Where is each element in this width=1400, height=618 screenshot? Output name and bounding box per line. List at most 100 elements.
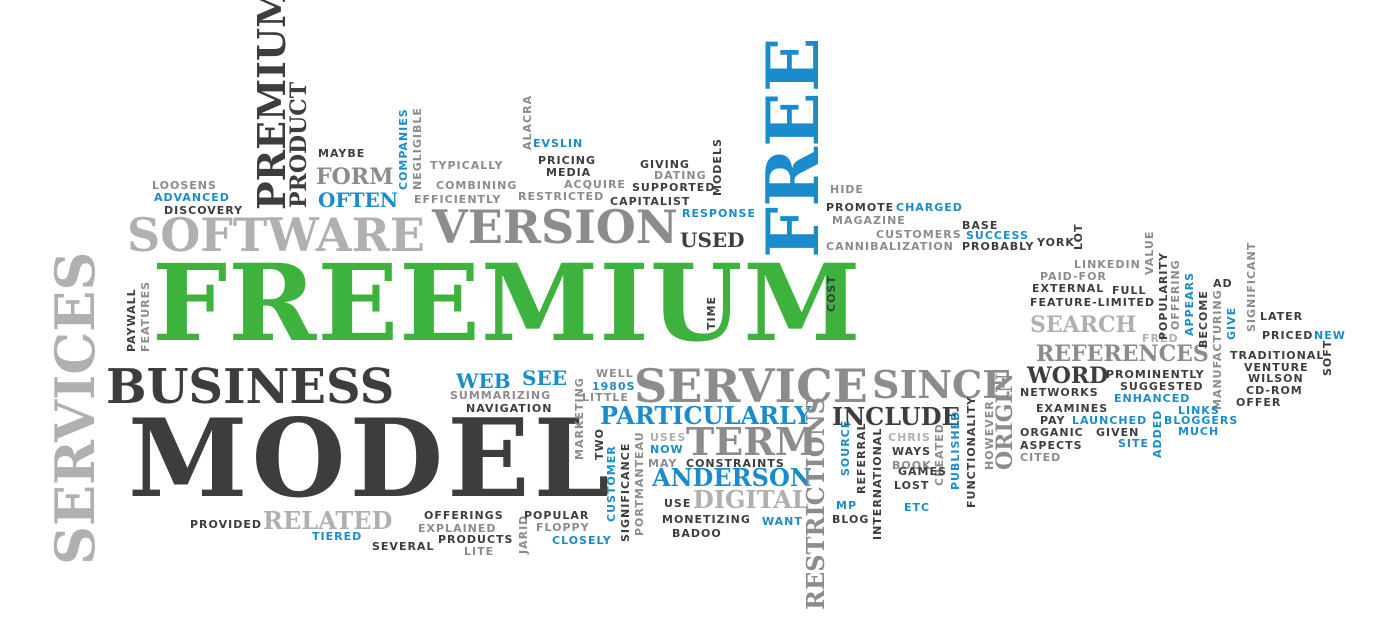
word-service: SERVICE [634, 359, 868, 413]
word-bloggers: BLOGGERS [1164, 414, 1239, 427]
word-related: RELATED [263, 506, 393, 535]
word-launched: LAUNCHED [1072, 414, 1148, 427]
word-manufacturing: MANUFACTURING [1211, 289, 1224, 410]
word-published: PUBLISHED [949, 410, 962, 490]
word-well: WELL [596, 367, 634, 380]
word-traditional: TRADITIONAL [1230, 349, 1325, 362]
word-origin: ORIGIN [992, 373, 1018, 470]
word-loosens: LOOSENS [152, 179, 217, 192]
word-tiered: TIERED [312, 530, 363, 543]
word-games-visible: GAMES [898, 465, 947, 478]
word-references: REFERENCES [1036, 341, 1209, 367]
word-added: ADDED [1151, 409, 1164, 458]
word-cannibalization: CANNIBALIZATION [826, 240, 954, 253]
word-acquire: ACQUIRE [564, 178, 626, 191]
word-used: USED [680, 228, 745, 252]
word-fred: FRED [1142, 332, 1179, 345]
word-enhanced: ENHANCED [1114, 392, 1191, 405]
word-chris: CHRIS [888, 431, 931, 444]
word-summarizing: SUMMARIZING [450, 389, 552, 402]
word-restricted: RESTRICTED [518, 190, 605, 203]
word-alacra: ALACRA [521, 94, 534, 150]
word-cited: CITED [1020, 451, 1062, 464]
word-software: SOFTWARE [127, 208, 425, 262]
word-offerings: OFFERINGS [424, 509, 504, 522]
word-charged: CHARGED [896, 201, 963, 214]
word-explained: EXPLAINED [418, 522, 497, 535]
word-popularity: POPULARITY [1157, 252, 1170, 340]
word-ways: WAYS [892, 445, 931, 458]
word-discovery: DISCOVERY [164, 204, 244, 217]
word-search: SEARCH [1030, 312, 1137, 338]
word-feature-limited: FEATURE-LIMITED [1030, 296, 1155, 309]
word-suggested: SUGGESTED [1120, 380, 1204, 393]
word-model: MODEL [128, 396, 614, 522]
word-product: PRODUCT [286, 81, 312, 208]
word-typically: TYPICALLY [430, 159, 504, 172]
word-portmanteau: PORTMANTEAU [633, 431, 646, 536]
word-companies: COMPANIES [397, 108, 410, 190]
word-base: BASE [962, 219, 999, 232]
word-anderson: ANDERSON [652, 463, 812, 492]
word-now: NOW [650, 443, 684, 456]
word-cost: COST [825, 275, 838, 312]
word-want: WANT [762, 515, 803, 528]
word-magazine: MAGAZINE [832, 214, 906, 227]
word-restrictions: RESTRICTIONS [801, 397, 830, 610]
word-international: INTERNATIONAL [871, 427, 884, 540]
word-negligible: NEGLIGIBLE [411, 107, 424, 190]
word-advanced: ADVANCED [154, 191, 230, 204]
word-referral: REFERRAL [855, 422, 868, 494]
word-use: USE [664, 497, 692, 510]
word-links: LINKS [1178, 404, 1220, 417]
word-response: RESPONSE [682, 207, 756, 220]
word-external: EXTERNAL [1032, 282, 1105, 295]
word-products: PRODUCTS [438, 533, 514, 546]
word-offer: OFFER [1236, 396, 1282, 409]
word-navigation: NAVIGATION [466, 402, 553, 415]
word-book: BOOK [892, 459, 932, 472]
word-ad: AD [1213, 277, 1233, 290]
word-monetizing: MONETIZING [662, 513, 751, 526]
word-offering: OFFERING [1169, 259, 1182, 330]
word-1980s: 1980S [592, 380, 636, 393]
word-york: YORK [1037, 236, 1075, 249]
word-promote: PROMOTE [826, 201, 895, 214]
word-pricing: PRICING [538, 154, 597, 167]
word-value: VALUE [1143, 230, 1156, 275]
word-venture: VENTURE [1244, 361, 1309, 374]
word-closely: CLOSELY [552, 534, 612, 547]
word-priced: PRICED [1262, 329, 1314, 342]
word-freemium: FREEMIUM [152, 240, 862, 365]
word-uses: USES [650, 431, 687, 444]
word-two: TWO [593, 428, 606, 460]
word-media: MEDIA [546, 166, 592, 179]
word-aspects: ASPECTS [1020, 439, 1083, 452]
word-version: VERSION [432, 200, 678, 254]
word-supported: SUPPORTED [632, 181, 716, 194]
word-give: GIVE [1225, 306, 1238, 340]
word-word: WORD [1027, 363, 1109, 389]
word-cd-rom: CD-ROM [1246, 384, 1303, 397]
word-features: FEATURES [139, 280, 152, 352]
word-much: MUCH [1178, 425, 1220, 438]
word-popular: POPULAR [524, 509, 590, 522]
word-later: LATER [1260, 310, 1304, 323]
word-maybe: MAYBE [318, 147, 366, 160]
word-appears: APPEARS [1183, 271, 1196, 336]
word-often: OFTEN [318, 188, 399, 212]
word-see: SEE [522, 366, 567, 390]
word-jarid: JARID [517, 514, 530, 554]
word-etc: ETC [904, 501, 931, 514]
word-lost: LOST [894, 479, 930, 492]
word-paid-for: PAID-FOR [1040, 270, 1107, 283]
word-digital: DIGITAL [693, 485, 809, 514]
word-term: TERM [686, 419, 817, 464]
word-marketing: MARKETING [573, 377, 586, 460]
word-models: MODELS [711, 138, 724, 196]
word-examines: EXAMINES [1036, 402, 1109, 415]
word-significance: SIGNIFICANCE [619, 442, 632, 542]
word-linkedin: LINKEDIN [1074, 258, 1141, 271]
word-probably: PROBABLY [962, 240, 1035, 253]
